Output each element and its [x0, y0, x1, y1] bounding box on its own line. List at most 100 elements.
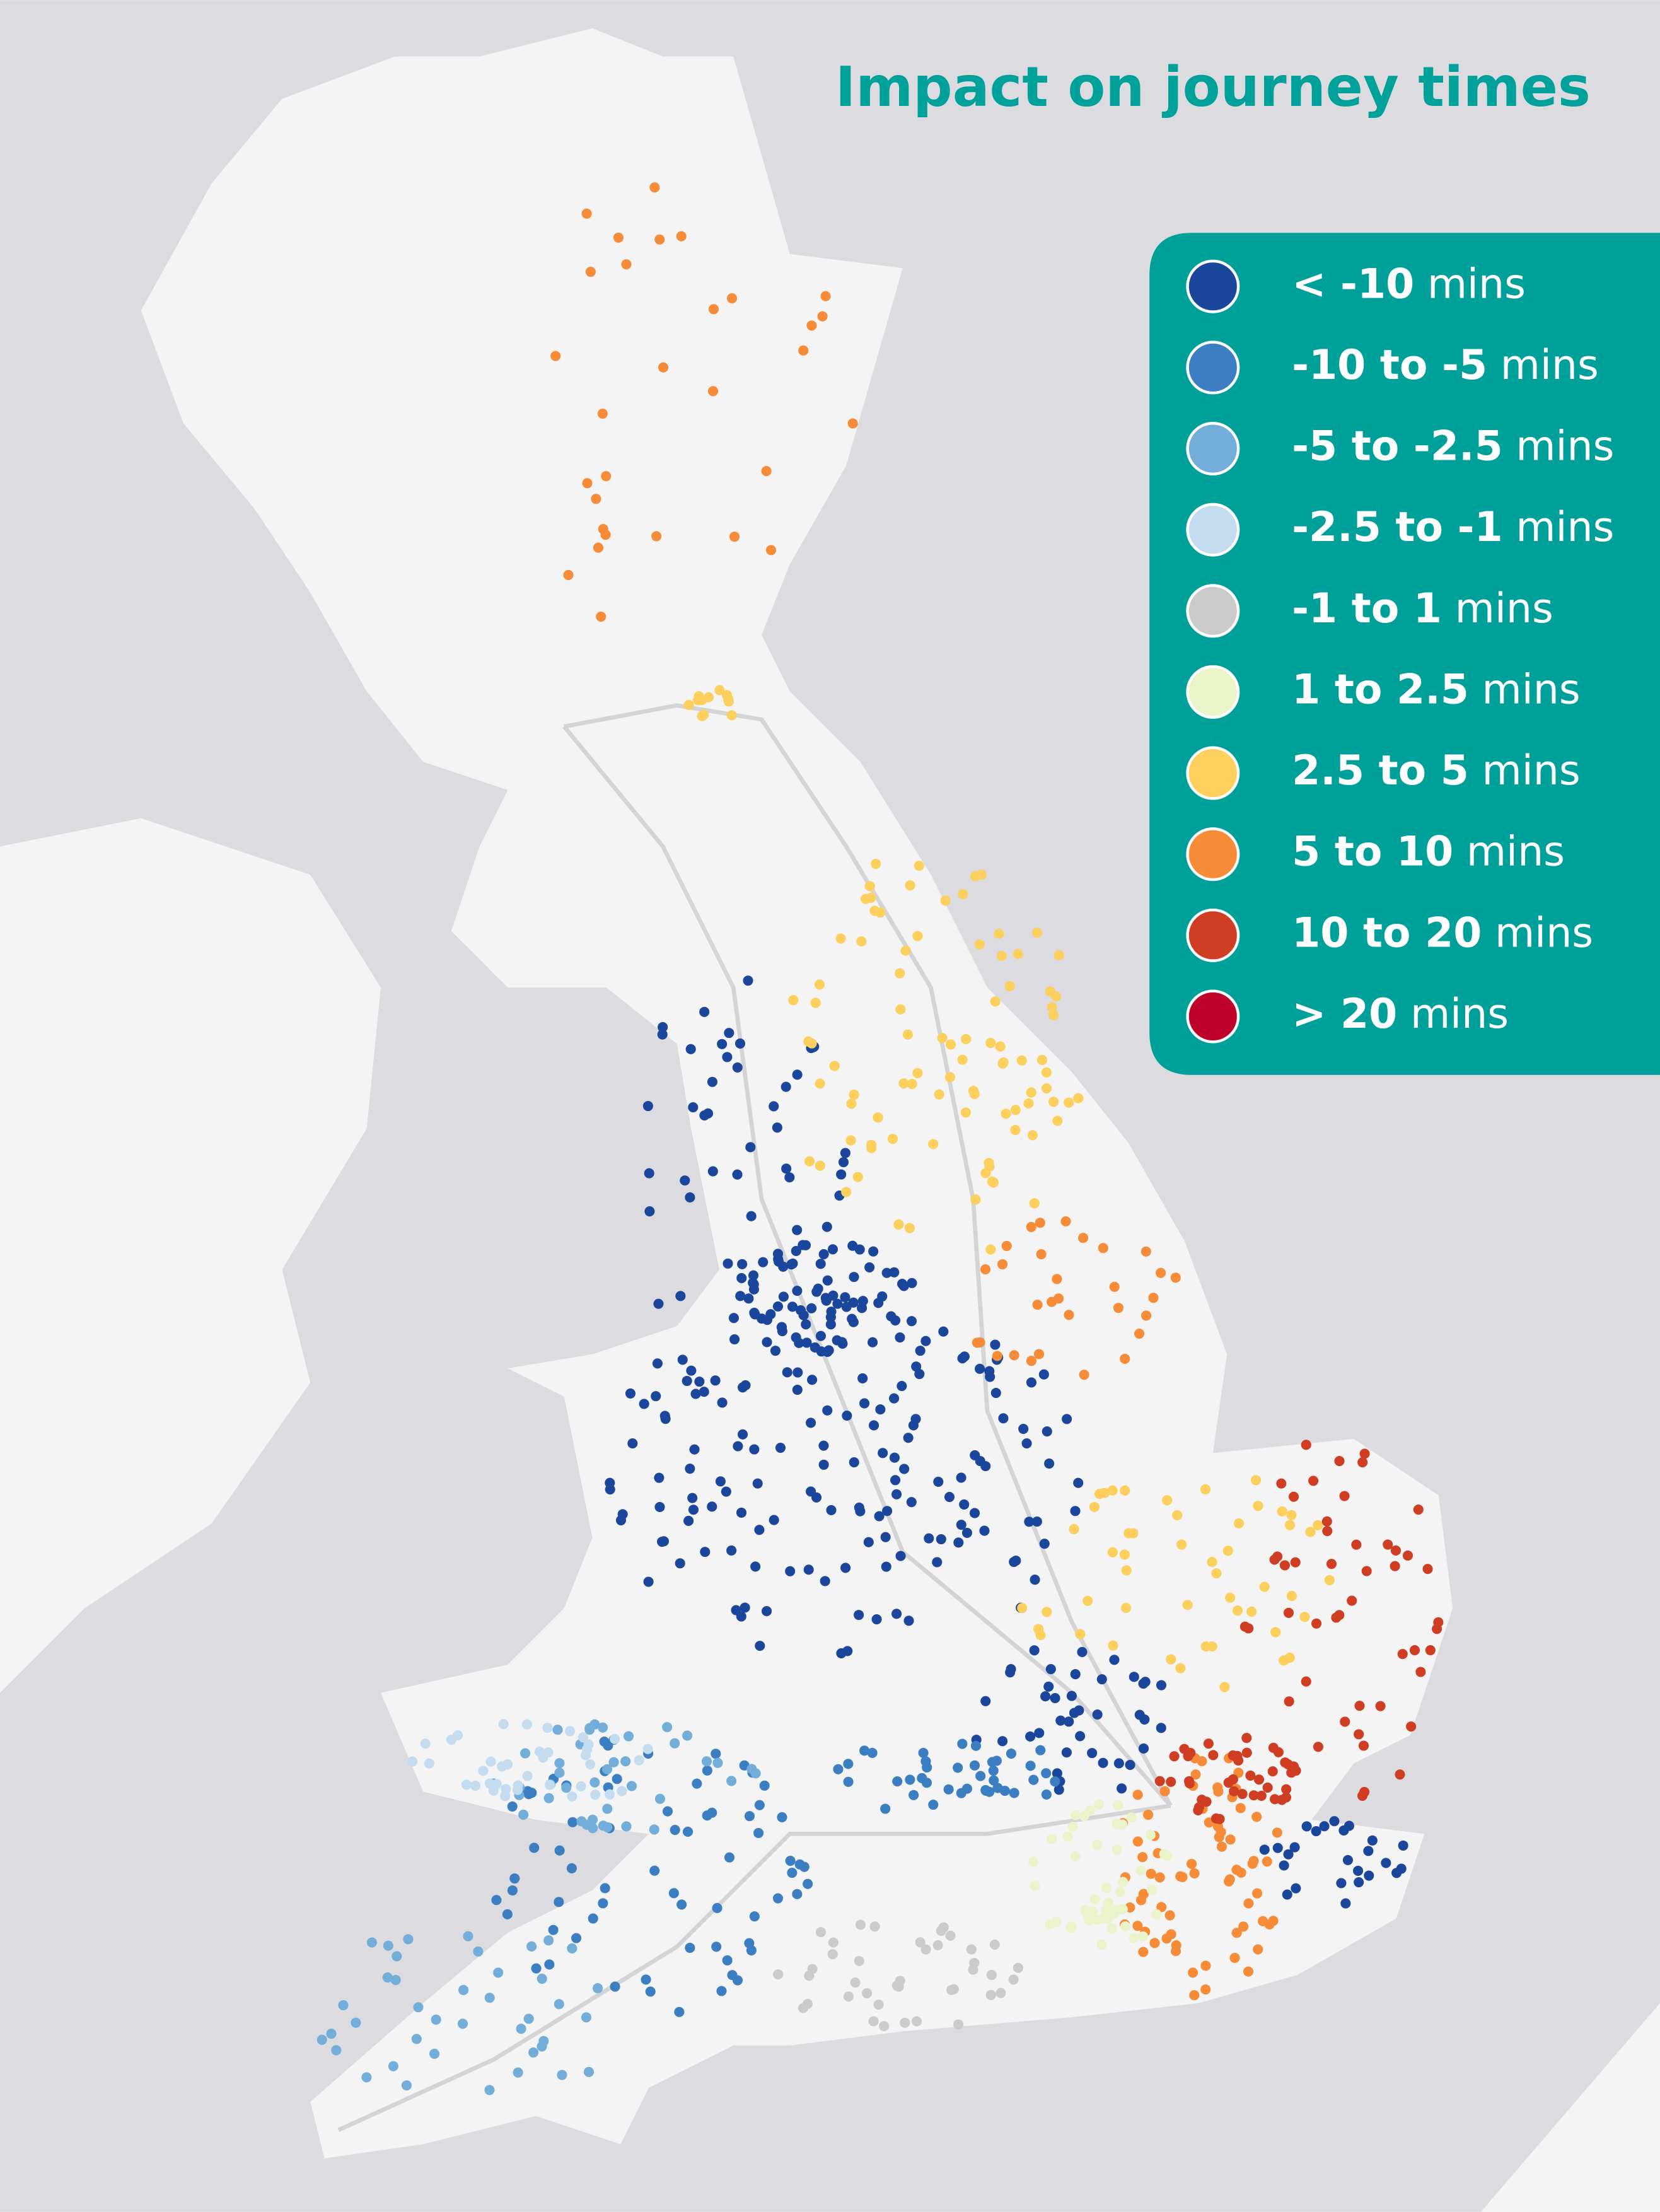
station-dot	[1047, 1296, 1057, 1307]
legend-swatch	[1186, 584, 1240, 638]
station-dot	[990, 1339, 1001, 1350]
legend-unit: mins	[1482, 747, 1581, 795]
station-dot	[567, 1791, 578, 1802]
station-dot	[1103, 1897, 1114, 1908]
legend-label: -10 to -5 mins	[1292, 341, 1599, 388]
station-dot	[497, 1761, 508, 1772]
station-dot	[928, 1799, 939, 1810]
station-dot	[458, 1984, 469, 1996]
station-dot	[612, 1774, 622, 1784]
station-dot	[749, 1444, 760, 1455]
station-dot	[970, 1194, 981, 1205]
station-dot	[841, 1301, 852, 1312]
station-dot	[736, 1272, 747, 1283]
station-dot	[882, 1506, 893, 1516]
station-dot	[382, 1972, 393, 1983]
station-dot	[1182, 1600, 1193, 1610]
station-dot	[840, 1563, 851, 1573]
station-dot	[932, 1557, 943, 1568]
station-dot	[687, 1493, 698, 1503]
station-dot	[1324, 1575, 1335, 1585]
station-dot	[1064, 1716, 1074, 1727]
station-dot	[1151, 1909, 1162, 1919]
station-dot	[1270, 1794, 1280, 1805]
station-dot	[920, 1756, 931, 1767]
station-dot	[1248, 1856, 1259, 1866]
station-dot	[757, 1313, 767, 1324]
station-dot	[1406, 1721, 1417, 1732]
station-dot	[1034, 1728, 1045, 1738]
station-dot	[904, 1223, 915, 1233]
station-dot	[683, 699, 694, 711]
station-dot	[908, 1420, 919, 1431]
legend-unit: mins	[1410, 991, 1509, 1038]
station-dot	[686, 1365, 697, 1376]
station-dot	[1229, 1952, 1240, 1964]
station-dot	[657, 1029, 668, 1040]
station-dot	[1259, 1581, 1270, 1592]
station-dot	[886, 1311, 897, 1322]
station-dot	[589, 1777, 600, 1788]
station-dot	[1241, 1747, 1252, 1758]
station-dot	[968, 1086, 979, 1097]
station-dot	[685, 1192, 695, 1203]
station-dot	[1200, 1641, 1211, 1652]
station-dot	[1225, 1834, 1236, 1845]
station-dot	[331, 2045, 342, 2056]
station-dot	[815, 1160, 825, 1171]
station-dot	[1253, 1944, 1263, 1955]
legend-range: -1 to 1	[1292, 585, 1442, 632]
station-dot	[1113, 1758, 1124, 1769]
station-dot	[608, 1757, 619, 1767]
station-dot	[1030, 1880, 1040, 1891]
station-dot	[792, 1385, 803, 1395]
station-dot	[1041, 1067, 1052, 1078]
station-dot	[722, 1955, 733, 1966]
station-dot	[906, 1497, 917, 1508]
station-dot	[682, 1826, 694, 1837]
station-dot	[1098, 1243, 1108, 1254]
station-dot	[520, 1748, 531, 1759]
station-dot	[457, 2018, 468, 2029]
station-dot	[953, 1762, 963, 1773]
station-dot	[403, 1934, 414, 1945]
station-dot	[625, 1388, 636, 1399]
station-dot	[953, 1537, 964, 1548]
station-dot	[1284, 1696, 1294, 1707]
station-dot	[683, 1515, 694, 1526]
station-dot	[840, 1292, 850, 1303]
station-dot	[700, 1547, 711, 1557]
station-dot	[1045, 1663, 1056, 1675]
station-dot	[748, 1270, 759, 1281]
station-dot	[1029, 1198, 1040, 1209]
station-dot	[361, 2072, 372, 2083]
station-dot	[316, 2034, 327, 2045]
station-dot	[1291, 1883, 1301, 1894]
station-dot	[567, 1943, 578, 1954]
station-dot	[1132, 1790, 1143, 1800]
station-dot	[1062, 1831, 1073, 1842]
station-dot	[1036, 1055, 1048, 1066]
station-dot	[1119, 1549, 1130, 1560]
station-dot	[550, 351, 561, 361]
station-dot	[1141, 1246, 1151, 1257]
station-dot	[752, 1478, 763, 1489]
station-dot	[826, 1307, 837, 1317]
station-dot	[1030, 1575, 1040, 1585]
station-dot	[801, 1319, 811, 1330]
station-dot	[746, 1211, 757, 1221]
station-dot	[770, 1346, 781, 1356]
station-dot	[615, 1515, 627, 1526]
station-dot	[676, 231, 687, 242]
station-dot	[1342, 1854, 1353, 1865]
station-dot	[1109, 1281, 1120, 1292]
station-dot	[847, 418, 858, 429]
station-dot	[810, 998, 821, 1008]
station-dot	[670, 1738, 680, 1749]
station-dot	[1035, 1745, 1046, 1755]
station-dot	[485, 1756, 496, 1767]
station-dot	[903, 1433, 914, 1443]
station-dot	[1077, 1233, 1089, 1243]
station-dot	[1375, 1701, 1386, 1711]
station-dot	[737, 1259, 748, 1269]
